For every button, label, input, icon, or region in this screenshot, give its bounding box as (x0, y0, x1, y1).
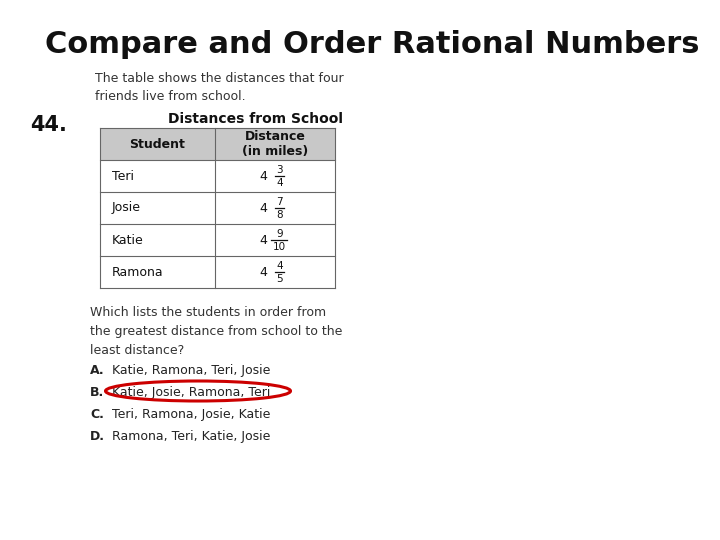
Text: 5: 5 (276, 274, 283, 284)
Text: 4: 4 (259, 170, 267, 183)
Text: Distances from School: Distances from School (168, 112, 343, 126)
Text: C.: C. (90, 408, 104, 421)
Text: Student: Student (130, 138, 186, 151)
Text: Ramona, Teri, Katie, Josie: Ramona, Teri, Katie, Josie (112, 430, 271, 443)
Text: Ramona: Ramona (112, 266, 163, 279)
Text: 4: 4 (259, 266, 267, 279)
Text: 9: 9 (276, 229, 283, 239)
Text: B.: B. (90, 386, 104, 399)
Text: Katie: Katie (112, 233, 144, 246)
FancyBboxPatch shape (100, 128, 335, 160)
Text: Teri: Teri (112, 170, 134, 183)
Text: Compare and Order Rational Numbers: Compare and Order Rational Numbers (45, 30, 700, 59)
Text: 4: 4 (259, 233, 267, 246)
Text: The table shows the distances that four
friends live from school.: The table shows the distances that four … (95, 72, 343, 103)
Text: 4: 4 (276, 261, 283, 271)
Text: 8: 8 (276, 210, 283, 220)
Text: A.: A. (90, 364, 104, 377)
Text: 3: 3 (276, 165, 283, 175)
Text: 4: 4 (276, 178, 283, 188)
Text: Teri, Ramona, Josie, Katie: Teri, Ramona, Josie, Katie (112, 408, 271, 421)
Text: Katie, Ramona, Teri, Josie: Katie, Ramona, Teri, Josie (112, 364, 271, 377)
Text: 10: 10 (273, 242, 286, 252)
Text: 7: 7 (276, 197, 283, 207)
Text: Distance
(in miles): Distance (in miles) (242, 130, 308, 159)
Text: D.: D. (90, 430, 105, 443)
Text: Katie, Josie, Ramona, Teri: Katie, Josie, Ramona, Teri (112, 386, 271, 399)
Text: 44.: 44. (30, 115, 67, 135)
Text: Josie: Josie (112, 201, 141, 214)
Text: Which lists the students in order from
the greatest distance from school to the
: Which lists the students in order from t… (90, 306, 343, 357)
Text: 4: 4 (259, 201, 267, 214)
